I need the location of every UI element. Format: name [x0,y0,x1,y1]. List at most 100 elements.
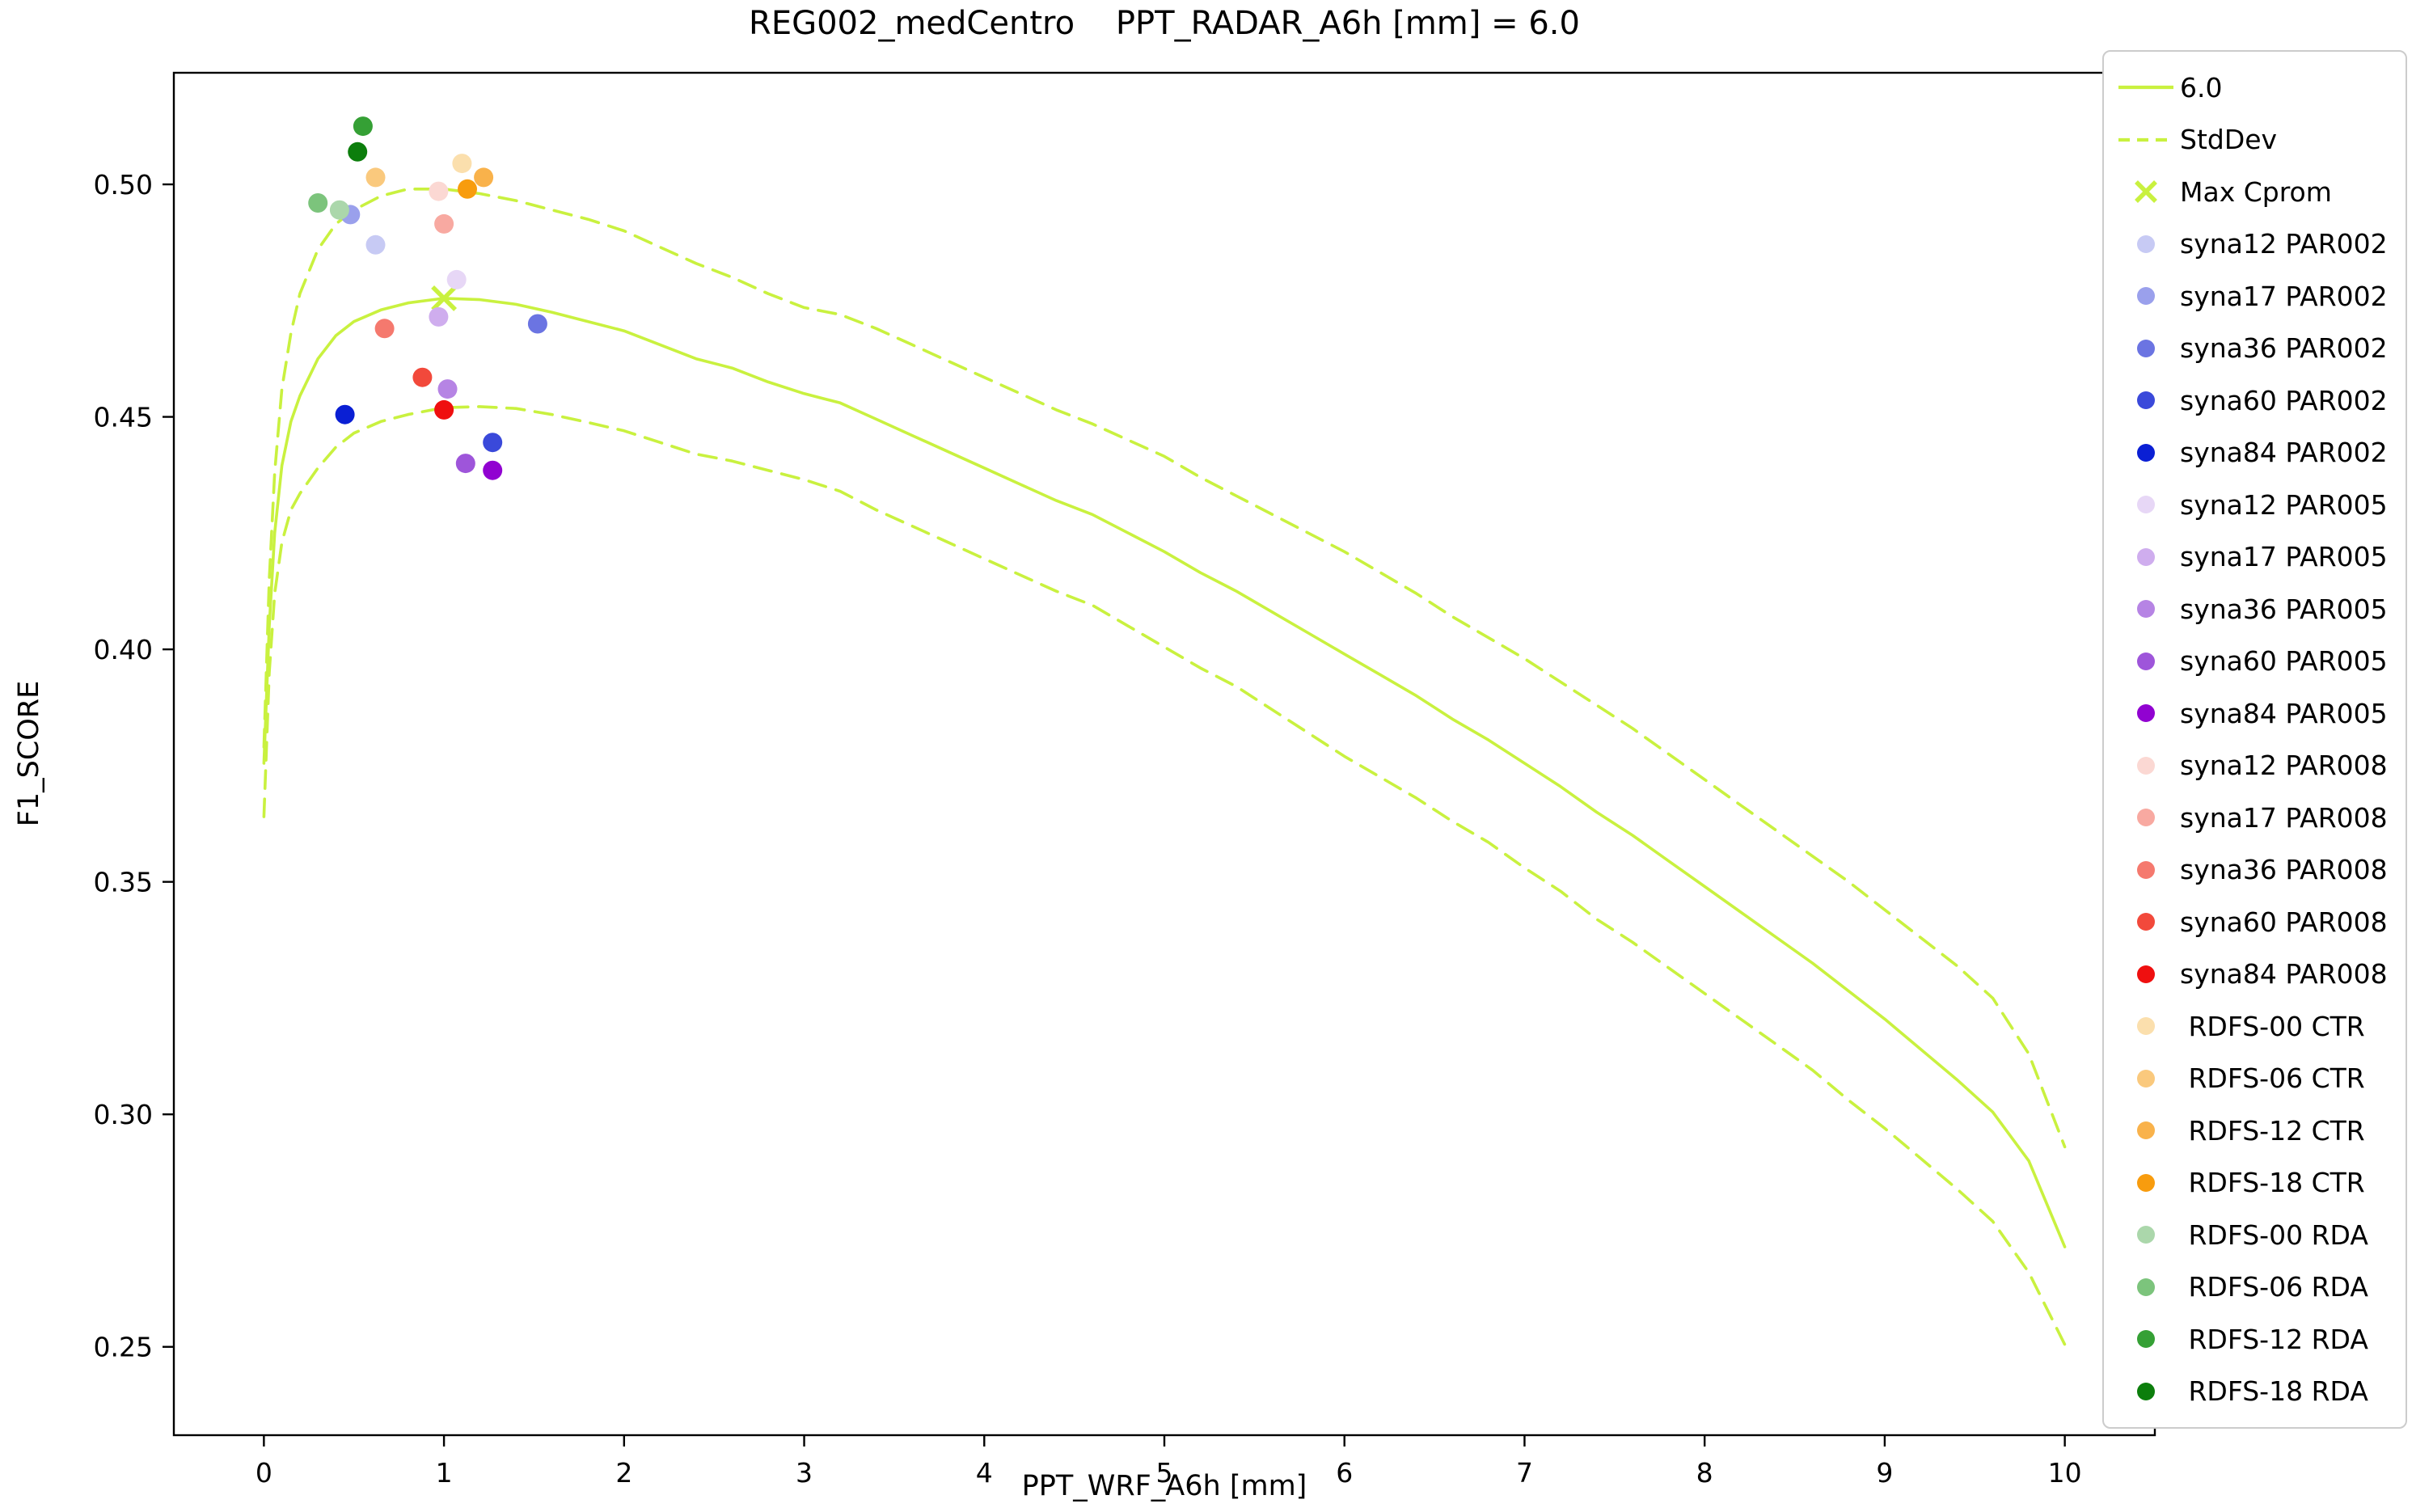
series-line-StdDev-lower [262,405,2067,1346]
legend-item: RDFS-18 RDA [2112,1366,2388,1418]
legend-item-label: syna60 PAR002 [2180,384,2388,416]
legend-item: RDFS-12 CTR [2112,1104,2388,1157]
chart-title: REG002_medCentro PPT_RADAR_A6h [mm] = 6.… [749,5,1580,42]
legend-item: syna12 PAR008 [2112,740,2388,792]
legend-item-label: RDFS-18 CTR [2180,1167,2365,1199]
legend-item-label: syna36 PAR005 [2180,593,2388,625]
legend-marker-dot-icon [2112,750,2180,782]
scatter-point-syna36 PAR002 [527,314,547,334]
legend-item-label: RDFS-12 RDA [2180,1323,2368,1355]
scatter-point-syna60 PAR005 [455,454,475,474]
legend-marker-dot-icon [2112,1114,2180,1147]
legend-item-label: syna84 PAR002 [2180,437,2388,469]
x-axis-label: PPT_WRF_A6h [mm] [1021,1470,1307,1502]
legend-item-label: syna12 PAR005 [2180,488,2388,521]
legend-marker-dot-icon [2112,958,2180,990]
scatter-point-RDFS-06 CTR [365,167,386,188]
legend-item: syna60 PAR002 [2112,374,2388,427]
scatter-point-syna36 PAR005 [437,379,458,399]
legend-item-label: syna60 PAR008 [2180,906,2388,938]
legend-item: RDFS-06 RDA [2112,1261,2388,1314]
y-tick-label: 0.50 [94,169,153,201]
scatter-point-RDFS-00 CTR [452,154,472,174]
scatter-point-syna12 PAR002 [365,234,386,255]
legend-item: syna36 PAR002 [2112,323,2388,375]
legend-item: syna60 PAR005 [2112,636,2388,688]
legend-item: syna12 PAR002 [2112,218,2388,271]
legend-item-label: syna17 PAR005 [2180,541,2388,573]
legend-marker-x-icon [2112,175,2180,208]
legend-marker-dot-icon [2112,1323,2180,1355]
legend-marker-dot-icon [2112,541,2180,573]
legend-item: RDFS-00 CTR [2112,1000,2388,1053]
series-line-StdDev [262,188,2067,1149]
legend-marker-line-solid-icon [2112,71,2180,103]
legend-item-label: 6.0 [2180,71,2223,103]
x-tick-label: 0 [256,1457,272,1489]
legend-item-label: RDFS-06 RDA [2180,1271,2368,1303]
y-tick-label: 0.35 [94,867,153,898]
scatter-point-syna12 PAR008 [429,181,449,201]
x-tick-label: 3 [796,1457,813,1489]
legend-item-label: Max Cprom [2180,175,2332,208]
legend-item: RDFS-00 RDA [2112,1209,2388,1261]
y-tick-label: 0.45 [94,402,153,433]
legend-marker-dot-icon [2112,801,2180,834]
legend-item-label: syna84 PAR008 [2180,958,2388,990]
legend-item: syna12 PAR005 [2112,479,2388,531]
legend-item-label: syna84 PAR005 [2180,697,2388,729]
scatter-point-syna60 PAR008 [412,367,433,387]
legend-item: syna84 PAR008 [2112,948,2388,1001]
y-axis-label: F1_SCORE [13,680,45,827]
scatter-point-syna84 PAR002 [335,404,355,424]
legend-marker-dot-icon [2112,437,2180,469]
legend-item-label: syna17 PAR008 [2180,801,2388,834]
legend-item: StdDev [2112,114,2388,167]
legend-item: RDFS-06 CTR [2112,1053,2388,1105]
legend-item-label: StdDev [2180,124,2278,156]
scatter-point-RDFS-12 RDA [353,116,373,137]
scatter-point-syna17 PAR008 [434,213,454,234]
x-tick-label: 6 [1336,1457,1353,1489]
x-tick-label: 4 [976,1457,993,1489]
legend-marker-dot-icon [2112,906,2180,938]
scatter-point-syna17 PAR005 [429,306,449,327]
legend-marker-dot-icon [2112,1167,2180,1199]
x-tick-label: 2 [615,1457,632,1489]
legend-marker-dot-icon [2112,488,2180,521]
x-tick-label: 9 [1876,1457,1893,1489]
series-line-6.0 [262,297,2067,1248]
x-tick-label: 5 [1156,1457,1173,1489]
scatter-point-RDFS-18 RDA [348,141,368,162]
axes-spines [172,71,2156,1437]
scatter-point-syna84 PAR008 [434,399,454,420]
legend-marker-dot-icon [2112,697,2180,729]
max-cprom-marker [431,285,458,311]
legend-marker-dot-icon [2112,1271,2180,1303]
y-tick-label: 0.40 [94,634,153,665]
legend-marker-dot-icon [2112,1010,2180,1042]
legend-item: syna84 PAR005 [2112,687,2388,740]
legend-marker-dot-icon [2112,645,2180,678]
legend-item-label: syna12 PAR008 [2180,750,2388,782]
scatter-point-RDFS-18 CTR [458,179,477,199]
legend-marker-dot-icon [2112,332,2180,365]
legend-item: RDFS-12 RDA [2112,1313,2388,1366]
legend-item: syna84 PAR002 [2112,427,2388,479]
legend-marker-dot-icon [2112,384,2180,416]
scatter-point-syna12 PAR005 [446,269,467,289]
scatter-point-RDFS-06 RDA [308,193,328,213]
x-tick-label: 1 [436,1457,453,1489]
legend-item: syna17 PAR002 [2112,270,2388,323]
x-tick-label: 10 [2048,1457,2082,1489]
scatter-point-RDFS-12 CTR [474,167,494,188]
legend-item: syna17 PAR005 [2112,531,2388,584]
scatter-point-syna84 PAR005 [483,460,503,480]
legend-item: syna17 PAR008 [2112,792,2388,844]
legend-marker-dot-icon [2112,854,2180,886]
legend-marker-dot-icon [2112,1375,2180,1408]
legend-item-label: syna36 PAR002 [2180,332,2388,365]
legend-item-label: syna60 PAR005 [2180,645,2388,678]
